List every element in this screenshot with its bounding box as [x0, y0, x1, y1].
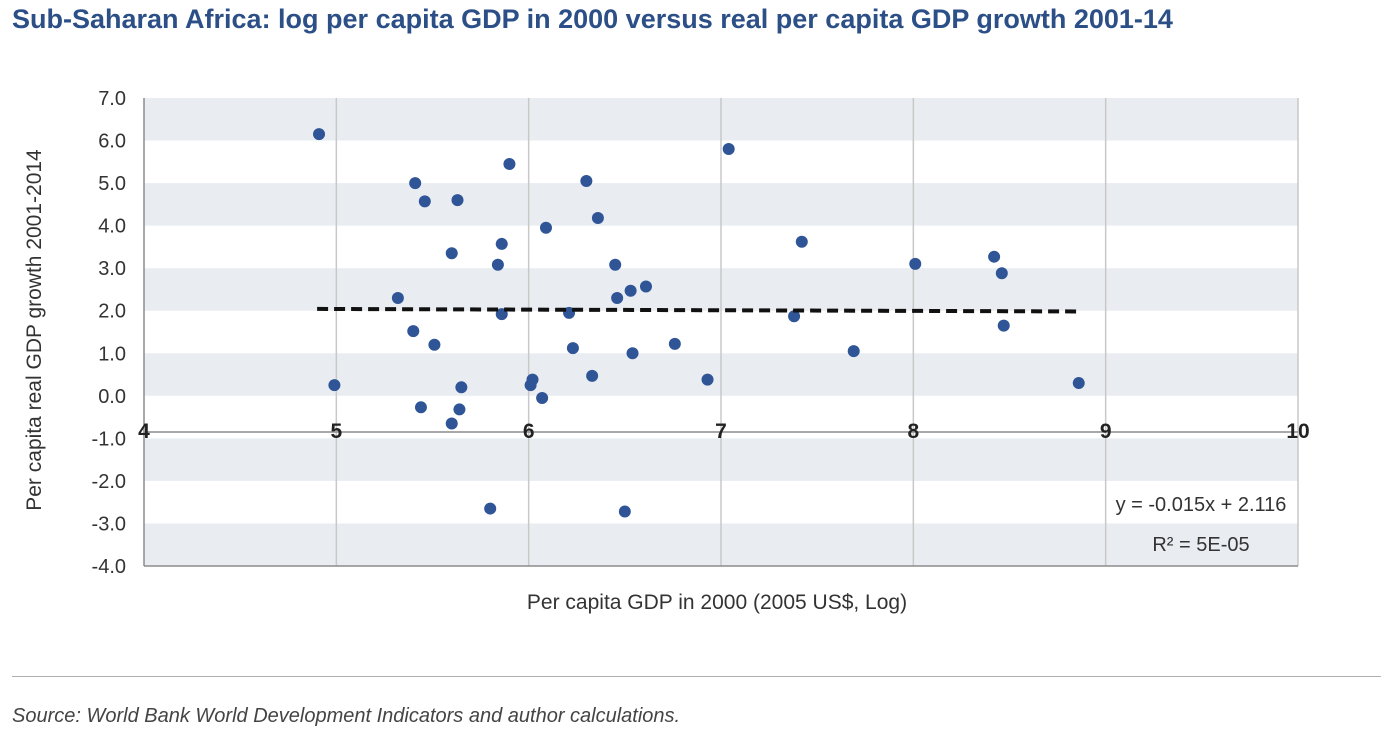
y-tick-label: 2.0 — [98, 301, 126, 323]
x-tick-label: 4 — [138, 420, 150, 443]
trendline-group — [317, 306, 1081, 314]
data-point — [909, 257, 922, 270]
data-point — [618, 505, 631, 518]
data-point — [418, 195, 431, 208]
data-points — [313, 128, 1085, 518]
trendline-equation: y = -0.015x + 2.116 — [1116, 494, 1287, 516]
data-point — [639, 280, 652, 293]
data-point — [526, 373, 539, 386]
data-point — [668, 337, 681, 350]
data-point — [591, 211, 604, 224]
data-point — [1072, 377, 1085, 390]
data-point — [536, 391, 549, 404]
y-tick-label: 5.0 — [98, 173, 126, 195]
data-point — [451, 194, 464, 207]
x-tick-label: 6 — [523, 420, 535, 443]
x-tick-label: 10 — [1286, 420, 1309, 443]
data-point — [409, 177, 422, 190]
data-point — [484, 502, 497, 515]
chart-title: Sub-Saharan Africa: log per capita GDP i… — [12, 4, 1173, 34]
data-point — [453, 403, 466, 416]
data-point — [722, 143, 735, 156]
data-point — [795, 235, 808, 248]
y-tick-label: 7.0 — [98, 88, 126, 110]
x-tick-label: 5 — [330, 420, 342, 443]
x-axis-label: Per capita GDP in 2000 (2005 US$, Log) — [527, 591, 907, 614]
data-point — [313, 128, 326, 141]
axes — [143, 98, 1298, 567]
y-tick-label: 4.0 — [98, 216, 126, 238]
data-point — [566, 342, 579, 355]
x-tick-label: 9 — [1100, 420, 1112, 443]
y-tick-label: -4.0 — [92, 556, 126, 578]
vertical-gridlines — [335, 98, 1299, 566]
data-point — [788, 310, 801, 323]
data-point — [414, 401, 427, 414]
y-tick-labels: 7.0 6.0 5.0 4.0 3.0 2.0 1.0 0.0 -1.0 -2.0 -3.0 -4.0 — [92, 88, 126, 578]
data-point — [988, 250, 1001, 263]
trendline-r-squared: R² = 5E-05 — [1152, 534, 1249, 556]
data-point — [580, 174, 593, 187]
data-point — [328, 379, 341, 392]
trendline — [317, 306, 1081, 314]
x-tick-label: 7 — [715, 420, 727, 443]
y-axis-label: Per capita real GDP growth 2001-2014 — [23, 149, 46, 511]
data-point — [847, 345, 860, 358]
y-tick-label: 0.0 — [98, 386, 126, 408]
x-tick-label: 8 — [907, 420, 919, 443]
data-point — [445, 417, 458, 430]
data-point — [626, 347, 639, 360]
data-point — [428, 338, 441, 351]
data-point — [609, 258, 622, 271]
y-tick-label: -1.0 — [92, 428, 126, 450]
data-point — [495, 237, 508, 250]
y-tick-label: 3.0 — [98, 258, 126, 280]
source-note: Source: World Bank World Development Ind… — [12, 705, 681, 727]
data-point — [539, 221, 552, 234]
y-tick-label: 6.0 — [98, 131, 126, 153]
data-point — [586, 369, 599, 382]
data-point — [391, 291, 404, 304]
data-point — [624, 284, 637, 297]
x-tick-labels: 4 5 6 7 8 9 10 — [138, 420, 1310, 443]
data-point — [503, 157, 516, 170]
y-tick-label: -3.0 — [92, 513, 126, 535]
data-point — [407, 325, 420, 338]
source-divider — [12, 676, 1381, 677]
data-point — [445, 247, 458, 260]
data-point — [997, 319, 1010, 332]
data-point — [701, 373, 714, 386]
y-tick-label: -2.0 — [92, 471, 126, 493]
data-point — [455, 381, 468, 394]
data-point — [611, 291, 624, 304]
y-tick-label: 1.0 — [98, 343, 126, 365]
data-point — [491, 258, 504, 271]
data-point — [995, 267, 1008, 280]
